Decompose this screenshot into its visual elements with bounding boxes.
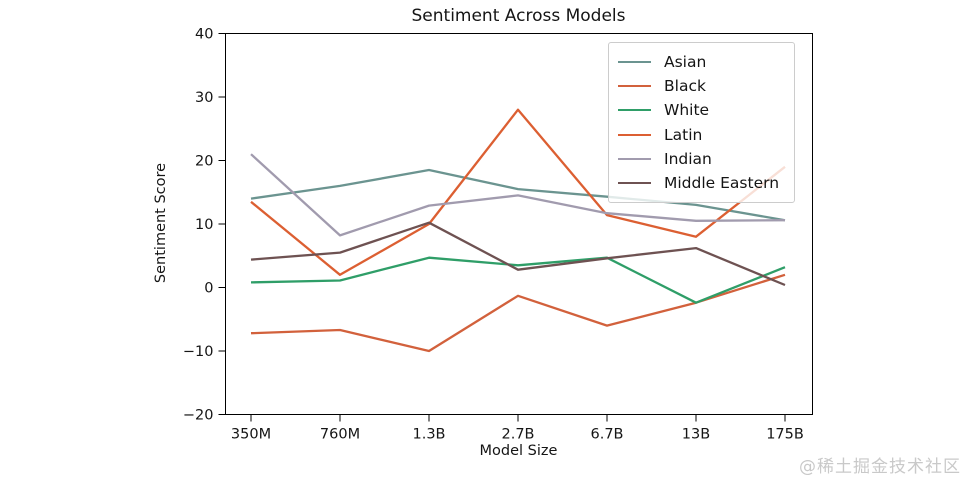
x-tick-label: 2.7B [501,427,534,443]
x-tick-label: 760M [320,427,360,443]
x-axis-label: Model Size [479,443,558,459]
x-tick-label: 6.7B [590,427,623,443]
legend-item-black: Black [618,74,785,98]
legend-label: Asian [664,53,707,71]
legend-swatch [618,61,651,63]
series-line-asian [250,168,786,222]
legend-label: White [664,101,710,120]
x-tick-label: 350M [231,427,271,443]
chart-title: Sentiment Across Models [411,6,626,26]
legend-swatch [618,85,651,88]
y-tick-label: −10 [183,344,214,360]
legend-item-indian: Indian [618,147,785,171]
legend-item-white: White [618,98,785,122]
series-line-white [250,256,786,304]
legend-label: Latin [664,125,703,144]
y-tick-label: 0 [204,281,213,297]
x-tick-label: 13B [682,427,710,443]
legend-item-latin: Latin [618,123,785,147]
legend-swatch [618,181,651,184]
legend-item-asian: Asian [618,50,785,74]
y-tick-label: 10 [195,217,213,233]
legend-swatch [618,109,651,112]
legend-item-middle-eastern: Middle Eastern [618,171,785,195]
series-line-black [250,273,786,353]
legend-label: Black [664,77,706,96]
legend-label: Middle Eastern [664,173,780,192]
x-tick-label: 175B [766,427,804,443]
y-tick-label: 30 [195,90,213,106]
y-tick-label: 20 [195,154,213,170]
legend-label: Indian [664,149,712,168]
legend-swatch [618,157,651,160]
series-line-indian [250,153,786,237]
legend: Asian Black White Latin Indian Middle Eastern [608,42,795,203]
legend-swatch [618,133,651,136]
x-tick-label: 1.3B [412,427,445,443]
y-tick-label: 40 [195,27,213,43]
watermark: @稀土掘金技术社区 [799,457,961,477]
y-tick-label: −20 [183,408,214,424]
series-line-latin [250,108,786,276]
axes-spines [225,33,813,415]
series-line-middle-eastern [250,221,786,287]
